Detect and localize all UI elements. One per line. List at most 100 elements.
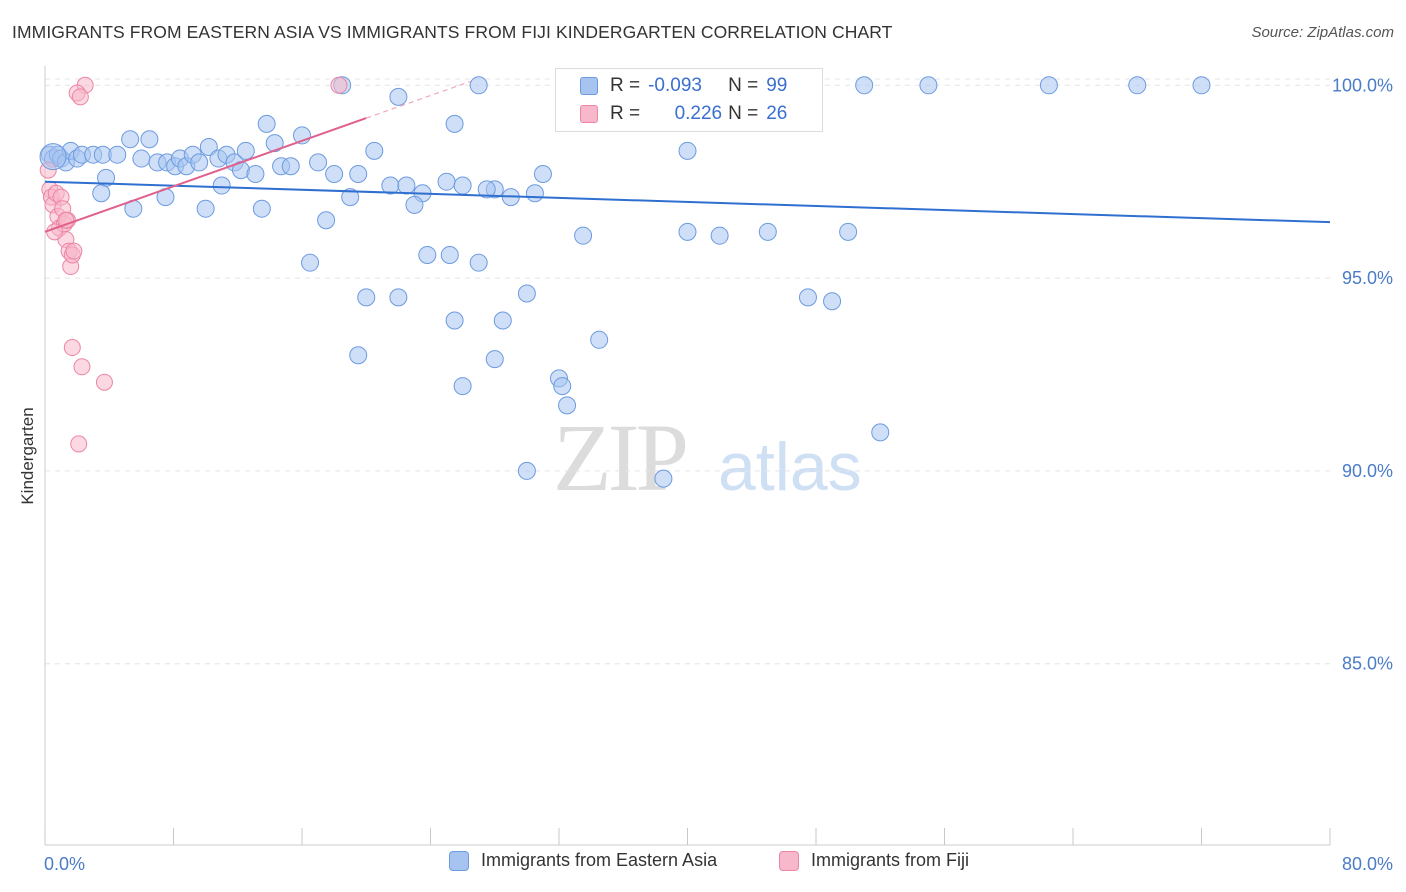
legend-swatch-fiji xyxy=(779,850,799,871)
point-eastern-asia xyxy=(252,199,271,218)
point-eastern-asia xyxy=(92,184,111,203)
r-value: -0.093 xyxy=(648,75,702,96)
point-eastern-asia xyxy=(389,87,408,106)
n-label: N = xyxy=(728,103,759,124)
point-eastern-asia-cluster xyxy=(39,143,67,171)
r-label: R = xyxy=(610,75,641,96)
point-eastern-asia xyxy=(397,176,416,195)
x-tick-label: 0.0% xyxy=(44,854,85,874)
point-eastern-asia xyxy=(919,76,938,95)
point-eastern-asia xyxy=(678,222,697,241)
point-eastern-asia xyxy=(453,176,472,195)
point-eastern-asia xyxy=(418,245,437,264)
point-eastern-asia xyxy=(349,164,368,183)
swatch-eastern-asia xyxy=(580,77,598,95)
point-eastern-asia xyxy=(710,226,729,245)
point-eastern-asia xyxy=(325,164,344,183)
legend-label-eastern-asia: Immigrants from Eastern Asia xyxy=(481,850,718,870)
point-eastern-asia xyxy=(798,288,817,307)
n-value: 26 xyxy=(766,103,788,124)
point-eastern-asia xyxy=(445,114,464,133)
point-eastern-asia xyxy=(574,226,593,245)
point-eastern-asia xyxy=(212,176,231,195)
point-eastern-asia xyxy=(140,130,159,149)
point-eastern-asia xyxy=(132,149,151,168)
point-eastern-asia xyxy=(357,288,376,307)
stats-row-eastern-asia: R = -0.093 N = 99 xyxy=(556,72,787,100)
point-eastern-asia xyxy=(525,184,544,203)
point-eastern-asia xyxy=(453,377,472,396)
chart-title: IMMIGRANTS FROM EASTERN ASIA VS IMMIGRAN… xyxy=(12,22,893,42)
series-legend: Immigrants from Eastern Asia Immigrants … xyxy=(0,850,1406,878)
point-eastern-asia xyxy=(1039,76,1058,95)
legend-item-fiji: Immigrants from Fiji xyxy=(779,850,969,871)
point-eastern-asia xyxy=(654,469,673,488)
trend-line-eastern-asia xyxy=(44,180,1331,224)
y-tick-label: 95.0% xyxy=(1342,268,1393,288)
point-eastern-asia xyxy=(1192,76,1211,95)
point-fiji xyxy=(71,88,89,106)
watermark-atlas: atlas xyxy=(718,429,862,505)
point-fiji xyxy=(57,211,75,229)
point-eastern-asia xyxy=(199,137,218,156)
y-tick-label: 85.0% xyxy=(1342,654,1393,674)
point-eastern-asia xyxy=(301,253,320,272)
y-tick-label: 100.0% xyxy=(1332,75,1393,95)
point-eastern-asia xyxy=(281,157,300,176)
point-eastern-asia xyxy=(758,222,777,241)
point-eastern-asia xyxy=(246,164,265,183)
point-eastern-asia xyxy=(823,292,842,311)
point-eastern-asia xyxy=(1128,76,1147,95)
point-eastern-asia xyxy=(477,180,496,199)
n-value: 99 xyxy=(766,75,788,96)
x-tick-label: 80.0% xyxy=(1342,854,1393,874)
point-fiji xyxy=(63,339,81,357)
legend-swatch-eastern-asia xyxy=(449,850,469,871)
stats-row-fiji: R = 0.226 N = 26 xyxy=(556,100,787,128)
point-eastern-asia xyxy=(389,288,408,307)
y-tick-label: 90.0% xyxy=(1342,461,1393,481)
point-eastern-asia xyxy=(839,222,858,241)
point-eastern-asia xyxy=(121,130,140,149)
point-eastern-asia xyxy=(265,134,284,153)
n-label: N = xyxy=(728,75,759,96)
r-label: R = xyxy=(610,103,641,124)
point-fiji xyxy=(330,76,348,94)
point-eastern-asia xyxy=(349,346,368,365)
point-eastern-asia xyxy=(190,153,209,172)
point-eastern-asia xyxy=(469,253,488,272)
point-eastern-asia xyxy=(533,164,552,183)
trend-line-fiji xyxy=(44,117,367,233)
point-fiji xyxy=(70,435,88,453)
point-eastern-asia xyxy=(558,396,577,415)
point-eastern-asia xyxy=(517,284,536,303)
point-fiji xyxy=(73,358,91,376)
point-eastern-asia xyxy=(493,311,512,330)
legend-label-fiji: Immigrants from Fiji xyxy=(811,850,970,870)
point-fiji xyxy=(65,242,83,260)
point-eastern-asia xyxy=(108,145,127,164)
point-eastern-asia xyxy=(236,141,255,160)
swatch-fiji xyxy=(580,105,598,123)
trend-lines xyxy=(44,80,1331,233)
point-eastern-asia xyxy=(590,330,609,349)
stats-legend: R = -0.093 N = 99 R = 0.226 N = 26 xyxy=(555,68,823,132)
watermark-zip: ZIP xyxy=(553,404,686,511)
point-eastern-asia xyxy=(469,76,488,95)
point-eastern-asia xyxy=(405,195,424,214)
point-fiji xyxy=(95,373,113,391)
point-eastern-asia xyxy=(678,141,697,160)
r-value: 0.226 xyxy=(674,103,723,124)
legend-item-eastern-asia: Immigrants from Eastern Asia xyxy=(449,850,717,871)
tick-labels: 85.0% 90.0% 95.0% 100.0% 0.0% 80.0% xyxy=(44,75,1393,874)
points-fiji xyxy=(39,76,348,453)
point-eastern-asia xyxy=(871,423,890,442)
axes xyxy=(44,66,1331,846)
point-eastern-asia xyxy=(257,114,276,133)
point-eastern-asia xyxy=(309,153,328,172)
point-eastern-asia xyxy=(317,211,336,230)
point-eastern-asia xyxy=(341,188,360,207)
point-eastern-asia xyxy=(440,245,459,264)
point-eastern-asia xyxy=(196,199,215,218)
